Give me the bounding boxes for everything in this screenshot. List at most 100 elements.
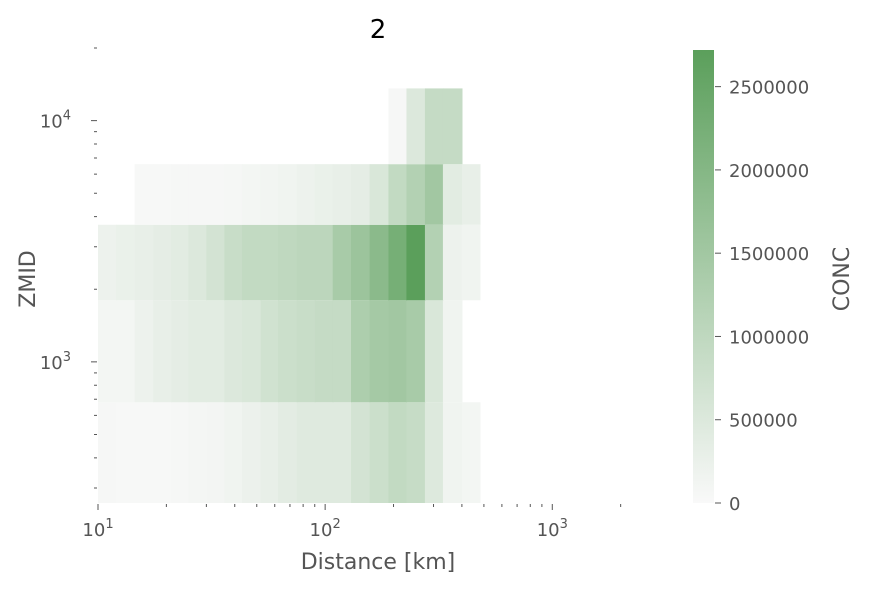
heatmap-cell xyxy=(115,300,136,403)
heatmap-cell xyxy=(171,402,189,503)
heatmap-cell xyxy=(153,164,172,225)
heatmap-cell xyxy=(424,402,444,503)
heatmap-cell xyxy=(115,224,136,301)
heatmap-cell xyxy=(351,402,371,503)
heatmap-cell xyxy=(424,224,444,301)
heatmap-cell xyxy=(153,300,172,403)
heatmap-cell xyxy=(134,300,154,403)
heatmap-cell xyxy=(134,224,154,301)
heatmap-cell xyxy=(442,402,463,503)
heatmap-cell xyxy=(98,224,117,301)
heatmap-cell xyxy=(296,224,316,301)
x-axis-label: Distance [km] xyxy=(301,550,456,575)
heatmap-cell xyxy=(406,88,426,165)
heatmap-cell xyxy=(406,300,426,403)
heatmap-cell xyxy=(260,224,279,301)
y-axis: 103 104 xyxy=(40,47,97,489)
heatmap-cell xyxy=(314,402,334,503)
y-axis-label: ZMID xyxy=(16,250,41,307)
heatmap-cell xyxy=(224,224,243,301)
heatmap-cell xyxy=(171,224,189,301)
heatmap-cell xyxy=(277,224,298,301)
colorbar xyxy=(693,50,714,503)
heatmap-cell xyxy=(461,224,481,301)
colorbar-tick-label: 1500000 xyxy=(729,244,809,265)
heatmap-cell xyxy=(296,164,316,225)
heatmap-cell xyxy=(241,224,262,301)
heatmap-cell xyxy=(277,402,298,503)
heatmap-cell xyxy=(351,300,371,403)
colorbar-tick-label: 500000 xyxy=(729,411,798,432)
heatmap-cell xyxy=(388,224,408,301)
x-axis: 101 102 103 xyxy=(82,504,622,541)
colorbar-label: CONC xyxy=(830,247,855,312)
heatmap-cell xyxy=(388,300,408,403)
heatmap-cell xyxy=(369,224,390,301)
chart-title: 2 xyxy=(370,15,387,45)
heatmap-cell xyxy=(369,300,390,403)
heatmap-cell xyxy=(442,224,463,301)
y-tick-label: 103 xyxy=(40,350,71,374)
heatmap-cell xyxy=(461,164,481,225)
heatmap-cell xyxy=(314,300,334,403)
heatmap-cell xyxy=(188,300,207,403)
heatmap-cell xyxy=(277,164,298,225)
heatmap-cell xyxy=(171,300,189,403)
heatmap-cell xyxy=(260,164,279,225)
colorbar-ticks: 0 500000 1000000 1500000 2000000 2500000 xyxy=(715,78,809,515)
heatmap-cell xyxy=(369,402,390,503)
heatmap-cell xyxy=(98,300,117,403)
heatmap-cell xyxy=(442,88,463,165)
heatmap-cell xyxy=(332,164,352,225)
heatmap-cell xyxy=(369,164,390,225)
heatmap-cell xyxy=(332,402,352,503)
heatmap-cell xyxy=(406,164,426,225)
heatmap-cell xyxy=(388,164,408,225)
heatmap-cell xyxy=(224,164,243,225)
heatmap-cell xyxy=(115,402,136,503)
heatmap-cell xyxy=(351,164,371,225)
heatmap-cell xyxy=(442,300,463,403)
heatmap-cell xyxy=(224,402,243,503)
heatmap-cell xyxy=(277,300,298,403)
heatmap-cell xyxy=(206,402,225,503)
heatmap-cell xyxy=(188,164,207,225)
heatmap-cell xyxy=(98,402,117,503)
heatmap-cell xyxy=(332,300,352,403)
heatmap-cells xyxy=(98,88,481,503)
heatmap-cell xyxy=(224,300,243,403)
colorbar-tick-label: 2500000 xyxy=(729,78,809,99)
heatmap-cell xyxy=(424,300,444,403)
heatmap-cell xyxy=(388,88,408,165)
x-tick-label: 103 xyxy=(537,517,568,541)
heatmap-cell xyxy=(188,402,207,503)
heatmap-cell xyxy=(241,300,262,403)
colorbar-tick-label: 0 xyxy=(729,494,740,515)
heatmap-cell xyxy=(406,402,426,503)
heatmap-cell xyxy=(388,402,408,503)
y-tick-label: 104 xyxy=(40,109,71,133)
heatmap-cell xyxy=(260,402,279,503)
heatmap-cell xyxy=(241,164,262,225)
colorbar-tick-label: 2000000 xyxy=(729,161,809,182)
heatmap-cell xyxy=(424,164,444,225)
heatmap-cell xyxy=(188,224,207,301)
heatmap-cell xyxy=(314,164,334,225)
heatmap-cell xyxy=(206,224,225,301)
heatmap-cell xyxy=(351,224,371,301)
heatmap-cell xyxy=(171,164,189,225)
x-tick-label: 101 xyxy=(82,517,113,541)
heatmap-cell xyxy=(153,402,172,503)
heatmap-cell xyxy=(424,88,444,165)
x-tick-label: 102 xyxy=(310,517,341,541)
heatmap-cell xyxy=(442,164,463,225)
heatmap-cell xyxy=(206,164,225,225)
heatmap-cell xyxy=(134,402,154,503)
heatmap-cell xyxy=(332,224,352,301)
colorbar-tick-label: 1000000 xyxy=(729,327,809,348)
heatmap-cell xyxy=(260,300,279,403)
heatmap-cell xyxy=(314,224,334,301)
heatmap-cell xyxy=(153,224,172,301)
heatmap-cell xyxy=(296,402,316,503)
